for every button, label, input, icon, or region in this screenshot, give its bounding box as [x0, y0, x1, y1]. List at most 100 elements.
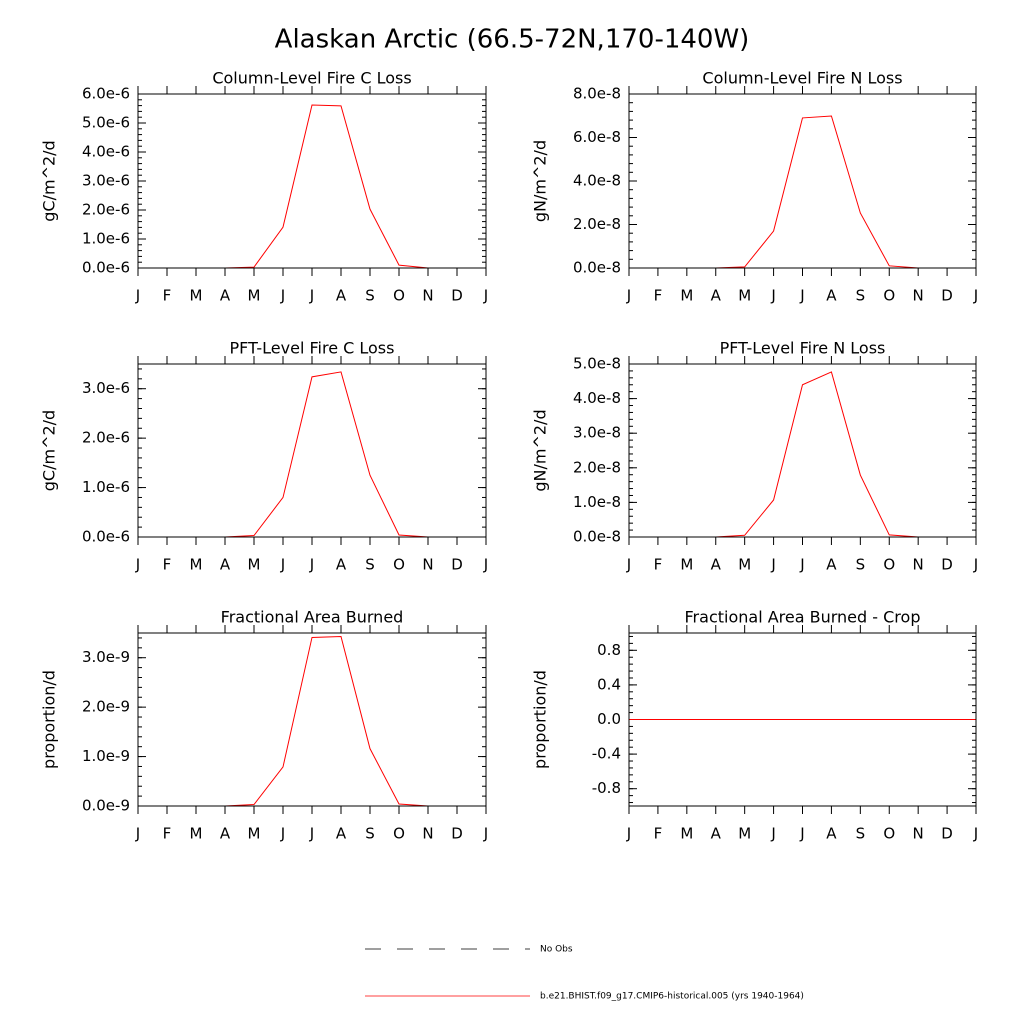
y-tick-label: 8.0e-8	[573, 85, 621, 103]
y-tick-label: 0.0e-6	[82, 528, 130, 546]
x-tick-label: J	[309, 287, 314, 305]
y-tick-label: 3.0e-8	[573, 424, 621, 442]
panel-title: Column-Level Fire C Loss	[212, 69, 411, 88]
x-tick-label: F	[654, 825, 663, 843]
x-tick-label: S	[856, 287, 866, 305]
plot-frame	[137, 632, 487, 807]
x-tick-label: A	[336, 556, 347, 574]
y-tick-label: 0.0	[597, 710, 621, 728]
x-tick-label: M	[680, 556, 693, 574]
y-tick-label: 0.0e-9	[82, 797, 130, 815]
legend-label: No Obs	[540, 945, 573, 955]
x-tick-label: D	[451, 287, 463, 305]
x-tick-label: J	[135, 556, 140, 574]
y-tick-label: 0.0e-6	[82, 259, 130, 277]
x-tick-label: M	[190, 825, 203, 843]
panel-title: PFT-Level Fire C Loss	[230, 339, 395, 358]
y-tick-label: 1.0e-9	[82, 747, 130, 765]
x-tick-label: F	[163, 825, 172, 843]
panel-title: Column-Level Fire N Loss	[702, 69, 902, 88]
x-tick-label: J	[483, 556, 488, 574]
x-tick-label: S	[856, 556, 866, 574]
x-tick-label: A	[826, 556, 837, 574]
x-tick-label: N	[422, 287, 433, 305]
x-tick-label: M	[738, 287, 751, 305]
x-tick-label: O	[393, 556, 405, 574]
x-tick-label: J	[280, 556, 285, 574]
x-tick-label: O	[883, 556, 895, 574]
x-tick-label: M	[680, 825, 693, 843]
x-tick-label: J	[626, 556, 631, 574]
y-tick-label: 2.0e-8	[573, 215, 621, 233]
x-tick-label: J	[973, 287, 978, 305]
x-tick-label: F	[163, 556, 172, 574]
data-line	[629, 115, 976, 269]
y-tick-label: 1.0e-6	[82, 230, 130, 248]
legend-label: b.e21.BHIST.f09_g17.CMIP6-historical.005…	[540, 992, 804, 1002]
x-tick-label: A	[336, 825, 347, 843]
y-tick-label: 4.0e-6	[82, 143, 130, 161]
y-tick-label: 2.0e-8	[573, 458, 621, 476]
x-tick-label: O	[393, 287, 405, 305]
y-axis-label: proportion/d	[40, 670, 59, 769]
x-tick-label: M	[190, 287, 203, 305]
x-tick-label: J	[483, 287, 488, 305]
y-tick-label: 6.0e-6	[82, 85, 130, 103]
plot-frame	[137, 93, 487, 269]
y-tick-label: 2.0e-6	[82, 429, 130, 447]
data-line	[138, 104, 486, 269]
y-tick-label: 3.0e-6	[82, 172, 130, 190]
y-axis-label: proportion/d	[531, 670, 550, 769]
y-axis-label: gN/m^2/d	[531, 409, 550, 491]
x-tick-label: J	[799, 287, 804, 305]
x-tick-label: D	[941, 556, 953, 574]
x-tick-label: A	[220, 556, 231, 574]
y-tick-label: 1.0e-8	[573, 493, 621, 511]
figure-title: Alaskan Arctic (66.5-72N,170-140W)	[275, 25, 750, 55]
x-tick-label: J	[280, 825, 285, 843]
x-tick-label: F	[163, 287, 172, 305]
x-tick-label: A	[826, 825, 837, 843]
y-axis-label: gC/m^2/d	[40, 410, 59, 491]
x-tick-label: A	[220, 825, 231, 843]
x-tick-label: S	[365, 556, 375, 574]
data-line	[629, 371, 976, 538]
x-tick-label: J	[626, 287, 631, 305]
x-tick-label: J	[280, 287, 285, 305]
y-tick-label: 2.0e-9	[82, 698, 130, 716]
y-tick-label: 4.0e-8	[573, 389, 621, 407]
x-tick-label: J	[135, 287, 140, 305]
y-tick-label: 5.0e-6	[82, 114, 130, 132]
x-tick-label: N	[913, 825, 924, 843]
x-tick-label: J	[309, 556, 314, 574]
x-tick-label: J	[799, 825, 804, 843]
x-tick-label: J	[799, 556, 804, 574]
x-tick-label: J	[626, 825, 631, 843]
x-tick-label: J	[309, 825, 314, 843]
x-tick-label: D	[451, 556, 463, 574]
x-tick-label: J	[770, 825, 775, 843]
x-tick-label: M	[248, 287, 261, 305]
x-tick-label: A	[826, 287, 837, 305]
y-tick-label: 6.0e-8	[573, 128, 621, 146]
x-tick-label: A	[220, 287, 231, 305]
x-tick-label: J	[770, 287, 775, 305]
y-tick-label: 3.0e-6	[82, 379, 130, 397]
y-tick-label: 0.8	[597, 641, 621, 659]
x-tick-label: A	[336, 287, 347, 305]
y-tick-label: 0.0e-8	[573, 528, 621, 546]
plot-frame	[628, 363, 977, 538]
y-tick-label: 0.0e-8	[573, 259, 621, 277]
x-tick-label: F	[654, 556, 663, 574]
x-tick-label: N	[422, 556, 433, 574]
x-tick-label: J	[973, 825, 978, 843]
data-line	[138, 371, 486, 538]
y-tick-label: -0.8	[592, 779, 621, 797]
x-tick-label: D	[941, 287, 953, 305]
x-tick-label: N	[913, 556, 924, 574]
x-tick-label: N	[913, 287, 924, 305]
plot-frame	[628, 632, 977, 807]
x-tick-label: N	[422, 825, 433, 843]
y-tick-label: -0.4	[592, 745, 621, 763]
x-tick-label: D	[451, 825, 463, 843]
